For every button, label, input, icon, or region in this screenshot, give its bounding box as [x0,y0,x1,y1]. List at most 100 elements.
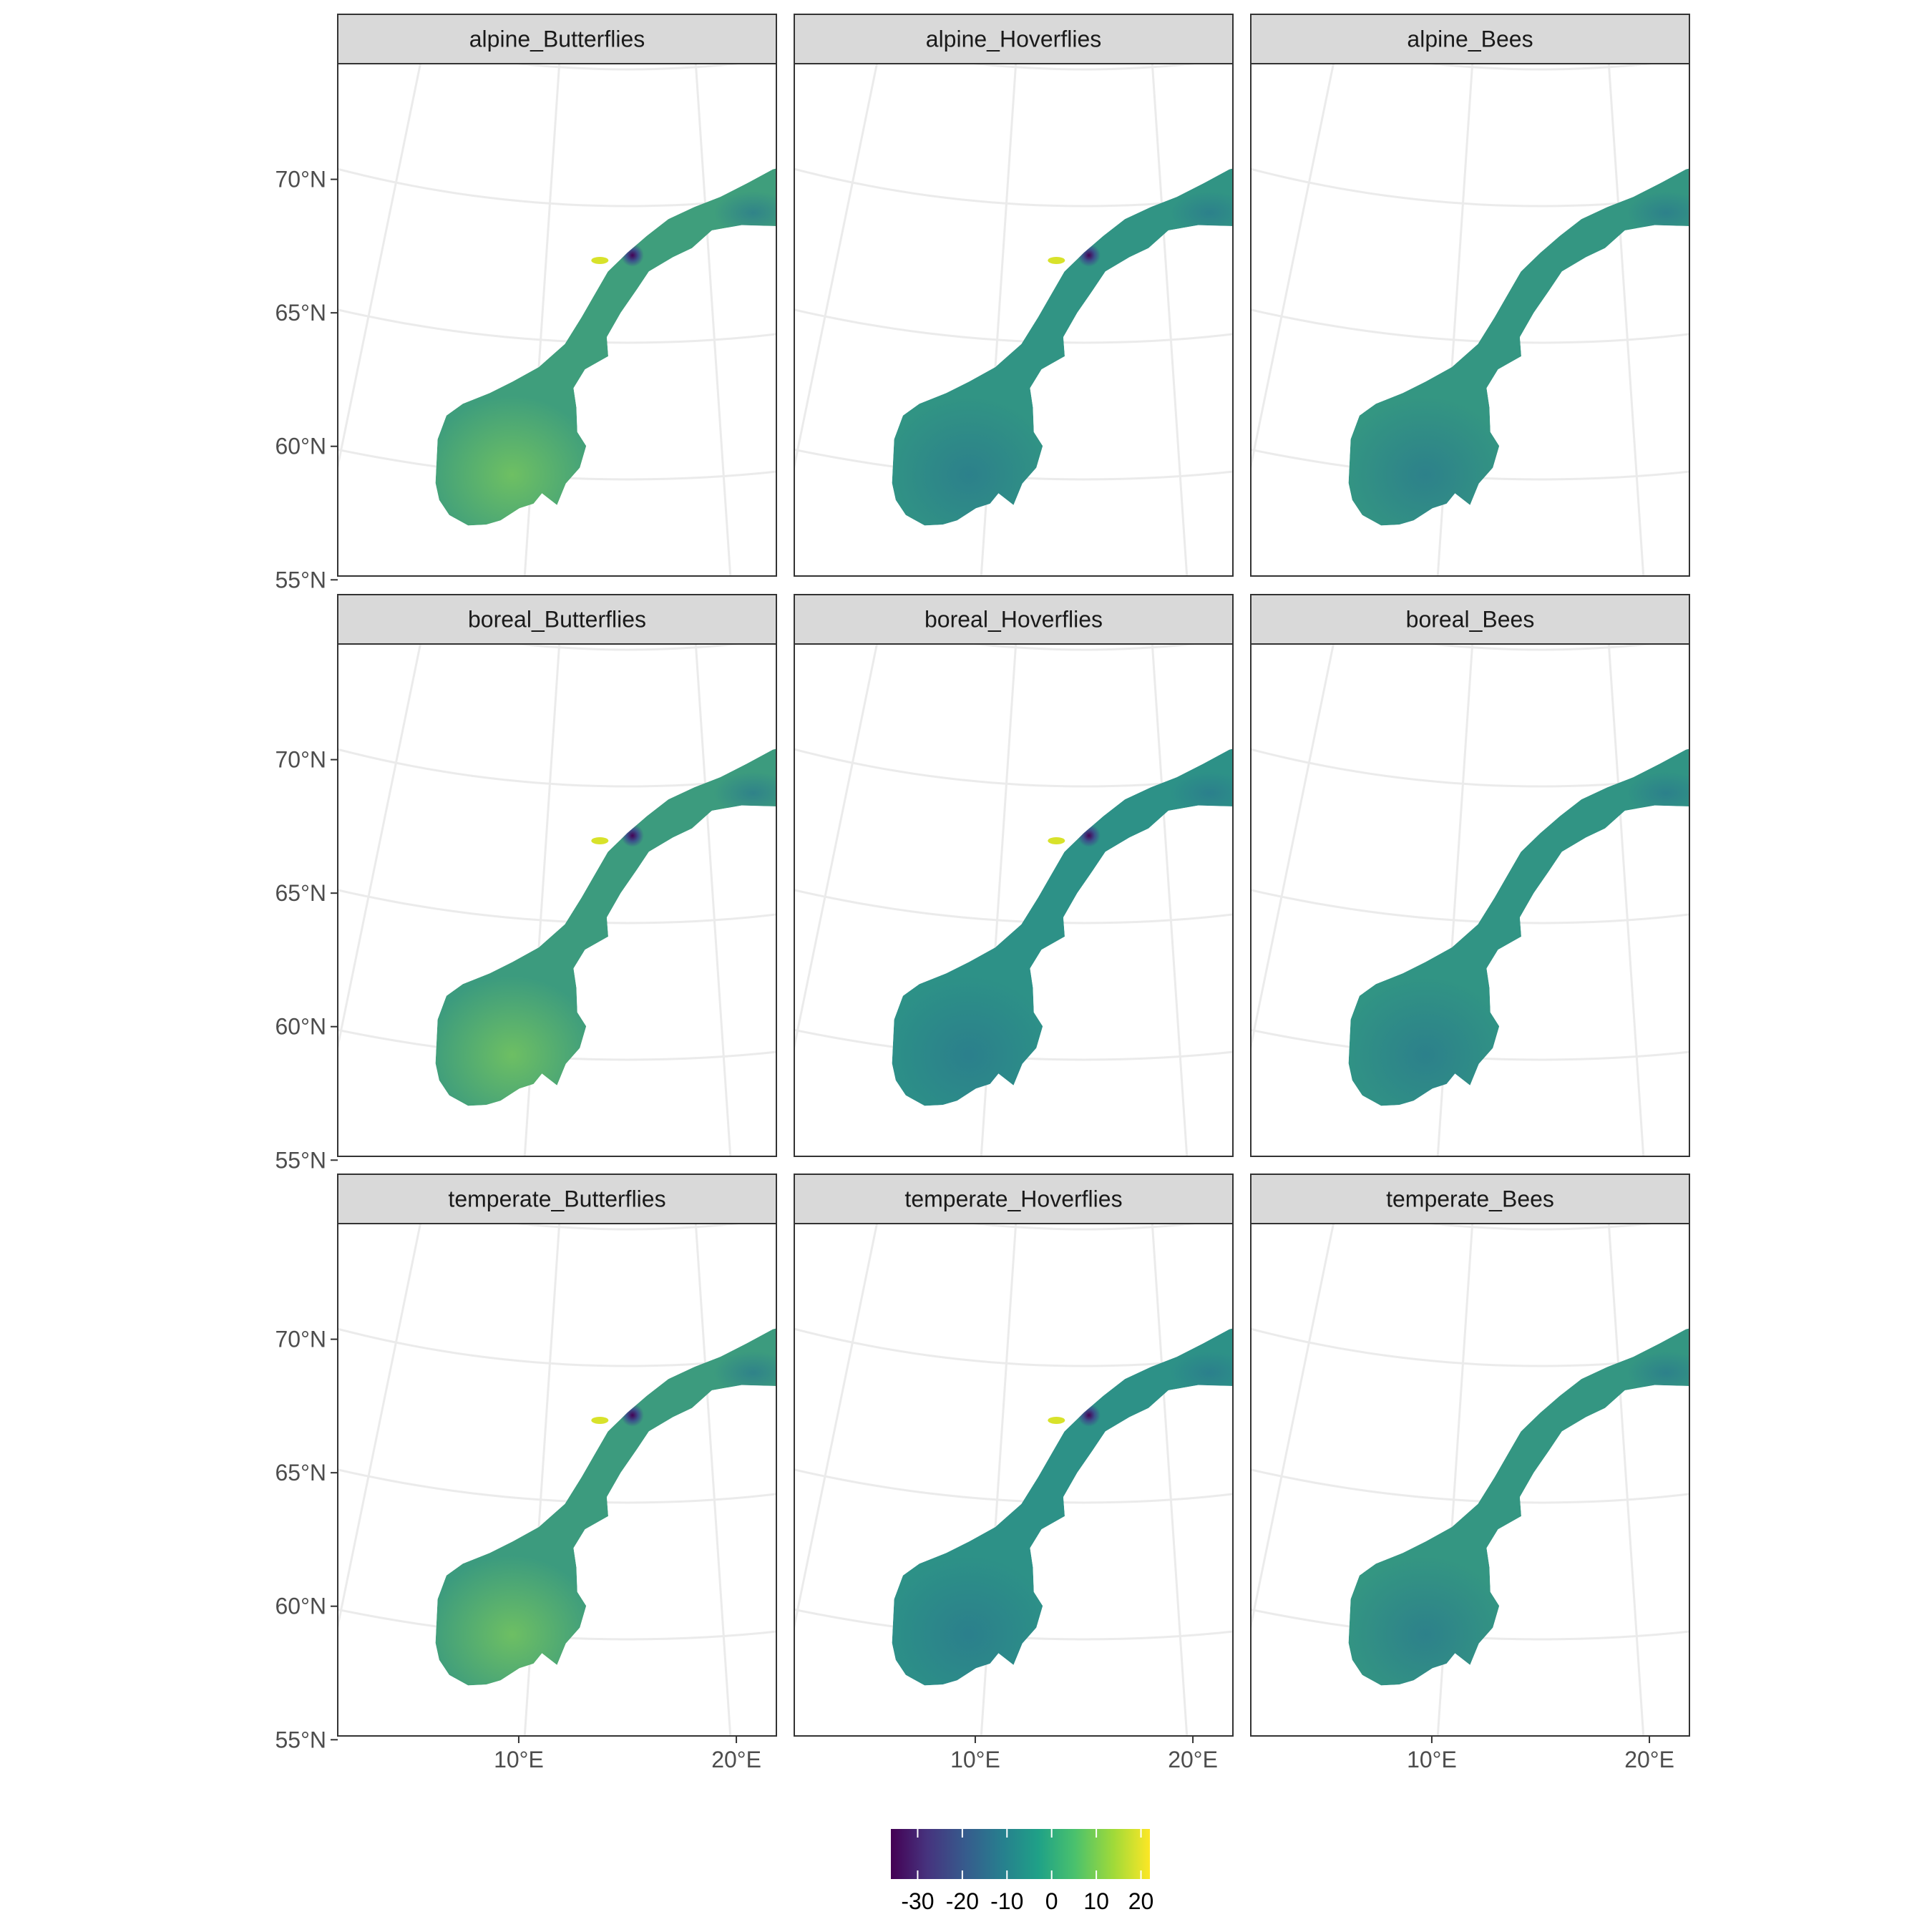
graticule-meridian [338,1224,422,1632]
facet-title: boreal_Bees [1406,607,1535,633]
panel-border [1250,1223,1690,1737]
lon-tick-label: 10°E [1407,1747,1457,1772]
graticule-parallel [794,1468,1233,1504]
graticule-meridian [1717,0,1882,718]
graticule-meridian [1717,495,1882,1299]
graticule-meridian [338,644,422,1053]
facet-panel: boreal_Butterflies [337,594,777,1157]
lon-tick-label: 20°E [1168,1747,1218,1772]
high-value-patch [591,1416,609,1424]
graticule-meridian [1831,1043,1932,1817]
facet-panel: alpine_Butterflies [337,14,777,577]
facet-panel: temperate_Bees [1250,1043,1932,1817]
graticule-parallel [1251,1608,1689,1641]
graticule-meridian [980,64,1018,576]
lon-tick-label: 10°E [494,1747,544,1772]
graticule-parallel [338,167,776,208]
lat-tick-label: 70°N [275,747,327,773]
facet-panel: boreal_Bees [1250,464,1932,1299]
graticule-meridian [794,1224,879,1632]
graticule-meridian [1436,644,1474,1156]
lat-tick-label: 65°N [275,300,327,326]
high-value-patch [1048,836,1065,844]
graticule-parallel [967,64,1201,71]
graticule-meridian [1831,464,1932,1237]
graticule-meridian [1251,1224,1335,1632]
colorbar [891,1829,1150,1879]
facet-strip [794,14,1234,64]
graticule-parallel [1251,167,1689,208]
graticule-meridian [980,1224,1018,1736]
graticule-parallel [338,1028,776,1061]
graticule-parallel [967,644,1201,651]
facet-panel: temperate_Hoverflies [794,1174,1234,1737]
lat-tick-label: 60°N [275,1594,327,1619]
facet-title: temperate_Butterflies [448,1186,665,1212]
lat-tick-label: 55°N [275,567,327,592]
facet-title: alpine_Bees [1407,26,1533,52]
graticule-parallel [1251,308,1689,344]
high-value-patch [1048,1416,1065,1424]
facet-strip [1250,594,1690,645]
graticule-parallel [510,644,745,651]
graticule-parallel [794,1028,1233,1061]
graticule-parallel [510,1224,745,1231]
facet-title: temperate_Hoverflies [904,1186,1122,1212]
panel-border [1250,63,1690,577]
graticule-meridian [794,644,879,1053]
panel-border [1250,643,1690,1157]
colorbar-tick-label: 0 [1045,1888,1058,1914]
graticule-meridian [523,644,561,1156]
colorbar-tick-label: 10 [1083,1888,1109,1914]
lon-tick-label: 20°E [1624,1747,1674,1772]
graticule-parallel [338,1608,776,1641]
colorbar-tick-label: -30 [901,1888,934,1914]
graticule-parallel [1251,748,1689,788]
graticule-meridian [980,644,1018,1156]
lat-tick-label: 60°N [275,1014,327,1040]
graticule-meridian [523,1224,561,1736]
high-value-patch [591,256,609,264]
facet-title: alpine_Hoverflies [926,26,1101,52]
lon-tick-label: 10°E [950,1747,1000,1772]
lat-tick-label: 55°N [275,1727,327,1752]
high-value-patch [1048,256,1065,264]
facet-title: boreal_Butterflies [468,607,646,633]
lat-tick-label: 65°N [275,880,327,906]
graticule-parallel [338,308,776,344]
graticule-meridian [1436,1224,1474,1736]
colorbar-tick-label: -20 [946,1888,979,1914]
facet-strip [337,1174,777,1224]
panel-border [337,63,777,577]
facet-title: alpine_Butterflies [469,26,645,52]
graticule-parallel [1423,1224,1658,1231]
graticule-meridian [1251,64,1335,472]
facet-panel: boreal_Hoverflies [794,594,1234,1157]
graticule-parallel [338,1327,776,1367]
graticule-parallel [794,889,1233,924]
graticule-parallel [794,748,1233,788]
graticule-parallel [338,748,776,788]
high-value-patch [591,836,609,844]
lat-tick-label: 70°N [275,1327,327,1352]
panel-border [337,643,777,1157]
facet-strip [337,594,777,645]
lat-tick-label: 55°N [275,1147,327,1173]
panel-border [337,1223,777,1737]
facet-strip [794,1174,1234,1224]
graticule-parallel [338,889,776,924]
facet-panel: alpine_Hoverflies [794,14,1234,577]
graticule-parallel [1251,889,1689,924]
graticule-meridian [1436,64,1474,576]
graticule-meridian [523,64,561,576]
panel-border [794,63,1234,577]
lat-tick-label: 60°N [275,434,327,459]
graticule-parallel [338,1468,776,1504]
graticule-meridian [1607,1224,1645,1736]
graticule-parallel [1423,64,1658,71]
graticule-parallel [1251,1468,1689,1504]
graticule-parallel [1251,1028,1689,1061]
graticule-meridian [694,644,732,1156]
graticule-parallel [1251,1327,1689,1367]
